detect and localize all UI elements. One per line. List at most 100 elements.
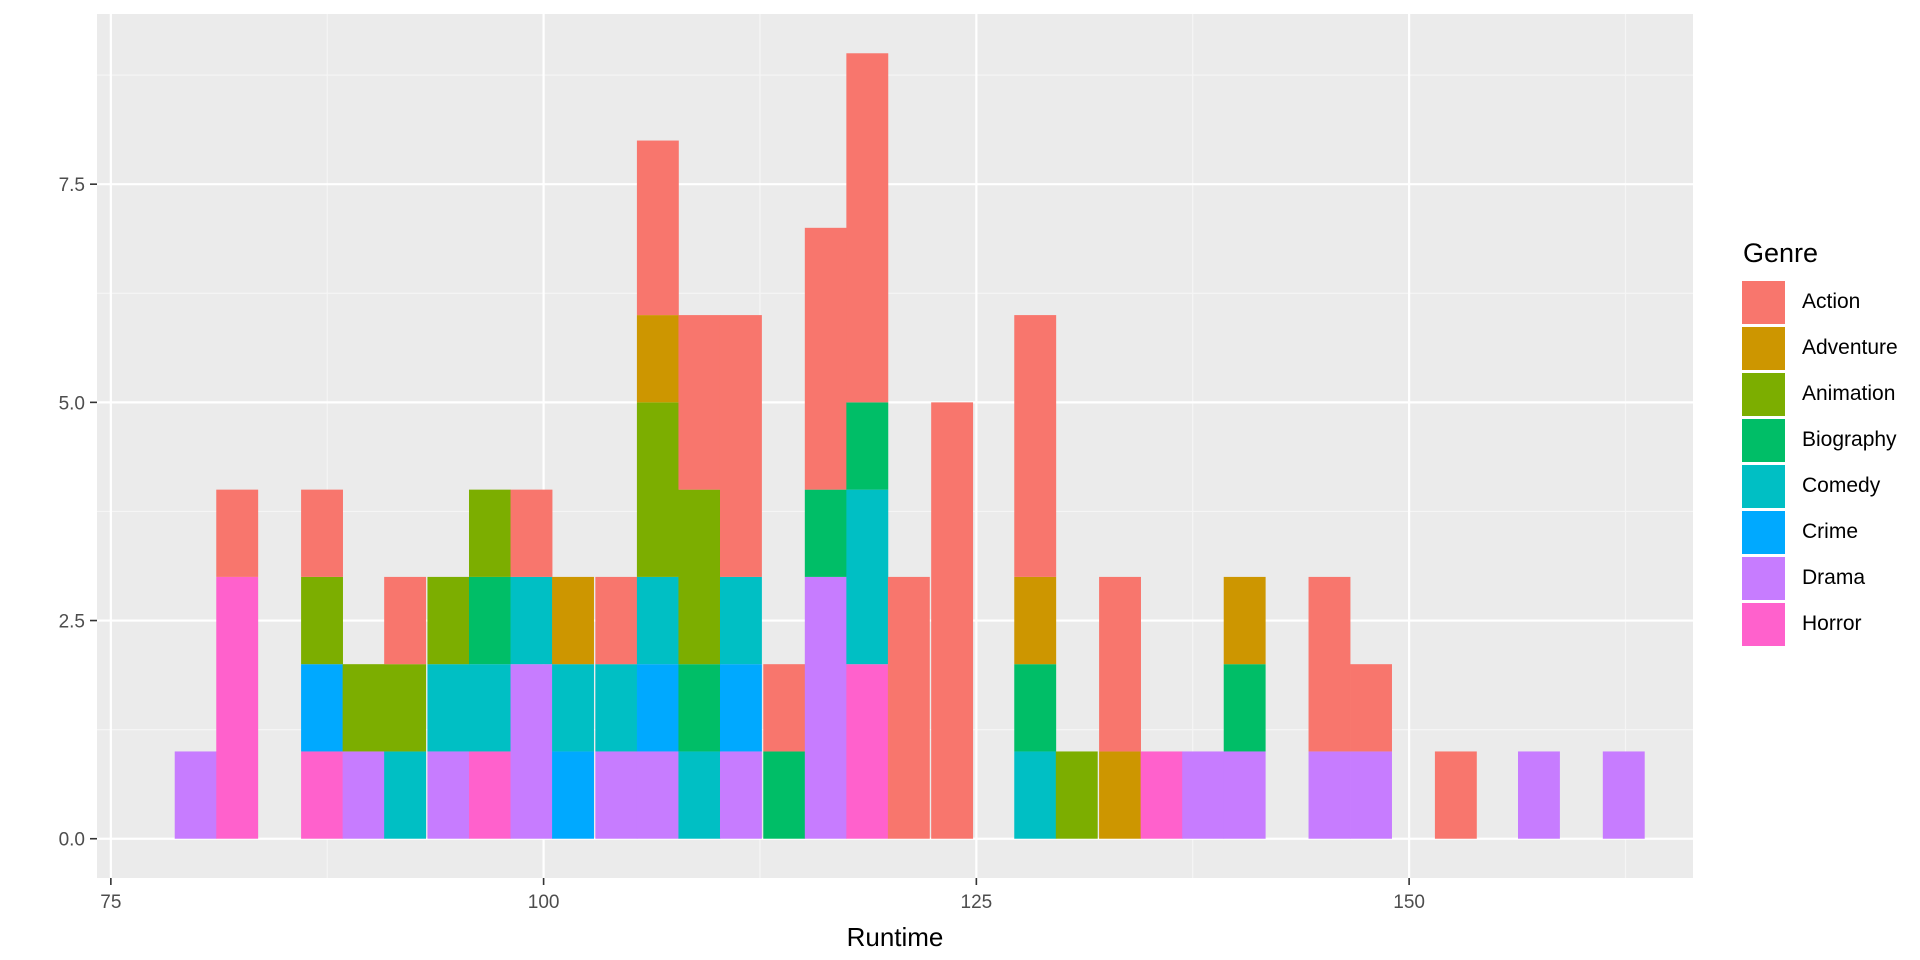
bar-segment-action: [719, 315, 762, 577]
bar-segment-adventure: [1223, 576, 1266, 665]
bar-segment-drama: [1182, 751, 1225, 839]
bar-segment-adventure: [552, 576, 594, 665]
bar-segment-drama: [427, 751, 470, 839]
legend-label: Horror: [1802, 612, 1862, 635]
bar-segment-biography: [846, 402, 889, 490]
bar-segment-animation: [678, 489, 721, 665]
bar-segment-drama: [174, 751, 217, 839]
bar-segment-comedy: [1014, 751, 1057, 839]
bar-segment-action: [510, 489, 553, 577]
bar-segment-comedy: [427, 664, 470, 752]
bar-segment-action: [887, 576, 930, 839]
y-axis-ticks: 0.0 2.5 5.0 7.5: [59, 175, 97, 851]
legend-label: Action: [1802, 290, 1861, 313]
bar-segment-drama: [1517, 751, 1560, 839]
bar-segment-drama: [595, 751, 638, 839]
bar-segment-biography: [1223, 664, 1266, 752]
bar-segment-horror: [1140, 751, 1183, 839]
y-tick-label: 5.0: [59, 393, 85, 414]
bar-segment-adventure: [636, 315, 679, 403]
y-tick-label: 0.0: [59, 830, 85, 851]
bar-segment-action: [846, 53, 889, 403]
bar-segment-drama: [1602, 751, 1645, 839]
bar-segment-action: [1308, 576, 1351, 752]
bar-segment-action: [636, 140, 679, 316]
legend-key: [1742, 510, 1785, 554]
bar-segment-action: [763, 664, 806, 752]
bar-segment-crime: [636, 664, 679, 752]
bar-segment-comedy: [636, 576, 679, 665]
legend-key: [1742, 556, 1785, 600]
legend-label: Animation: [1802, 382, 1896, 405]
bar-segment-comedy: [595, 664, 638, 752]
bar-segment-action: [1099, 576, 1141, 752]
legend-key: [1742, 280, 1785, 324]
bar-segment-action: [1434, 751, 1477, 839]
bar-segment-animation: [468, 489, 511, 577]
bar-segment-animation: [384, 664, 427, 752]
bar-segment-animation: [301, 576, 343, 665]
bar-segment-drama: [719, 751, 762, 839]
bar-segment-adventure: [1014, 576, 1057, 665]
legend-key: [1742, 326, 1785, 370]
bar-segment-horror: [216, 576, 259, 839]
bar-segment-drama: [342, 751, 385, 839]
x-axis-ticks: 75 100 125 150: [100, 878, 1425, 913]
bar-segment-animation: [1055, 751, 1098, 839]
bar-segment-action: [301, 489, 343, 577]
legend-title: Genre: [1743, 238, 1819, 268]
legend-label: Biography: [1802, 428, 1897, 451]
bar-segment-comedy: [552, 664, 594, 752]
y-tick-label: 7.5: [59, 175, 85, 196]
bar-segment-biography: [468, 576, 511, 665]
bar-segment-drama: [636, 751, 679, 839]
x-tick-label: 150: [1393, 892, 1425, 913]
legend-label: Adventure: [1802, 336, 1898, 359]
legend-item-crime: Crime: [1742, 509, 1898, 555]
bar-segment-horror: [468, 751, 511, 839]
bar-segment-horror: [846, 664, 889, 839]
bar-segment-drama: [1223, 751, 1266, 839]
legend-label: Drama: [1802, 566, 1866, 589]
bar-segment-action: [804, 227, 847, 490]
legend-item-biography: Biography: [1742, 417, 1898, 463]
x-tick-label: 125: [961, 892, 993, 913]
bar-segment-adventure: [1099, 751, 1141, 839]
bar-segment-comedy: [468, 664, 511, 752]
x-axis-title: Runtime: [847, 922, 944, 952]
bar-segment-animation: [427, 576, 470, 665]
legend-item-animation: Animation: [1742, 371, 1898, 417]
legend-key: [1742, 372, 1785, 416]
bar-segment-biography: [1014, 664, 1057, 752]
bar-segment-biography: [763, 751, 806, 839]
bar-segment-action: [1350, 664, 1392, 752]
legend: Genre Action Adventure Animation Biography C…: [1742, 238, 1898, 647]
x-tick-label: 100: [528, 892, 560, 913]
bar-segment-comedy: [678, 751, 721, 839]
bar-segment-biography: [804, 489, 847, 577]
bar-segment-drama: [1350, 751, 1392, 839]
legend-item-action: Action: [1742, 279, 1898, 325]
y-tick-label: 2.5: [59, 612, 85, 633]
x-tick-label: 75: [100, 892, 121, 913]
legend-label: Comedy: [1802, 474, 1881, 497]
bar-segment-action: [216, 489, 259, 577]
bar-segment-comedy: [384, 751, 427, 839]
bar-segment-action: [595, 576, 638, 665]
bar-segment-action: [678, 315, 721, 490]
bar-segment-drama: [1308, 751, 1351, 839]
bars: [174, 53, 1645, 839]
bar-segment-action: [931, 402, 974, 839]
bar-segment-animation: [342, 664, 385, 752]
bar-segment-crime: [719, 664, 762, 752]
legend-key: [1742, 418, 1785, 462]
legend-item-horror: Horror: [1742, 601, 1898, 647]
bar-segment-animation: [636, 402, 679, 577]
bar-segment-crime: [552, 751, 594, 839]
bar-segment-comedy: [846, 489, 889, 665]
legend-key: [1742, 602, 1785, 646]
bar-segment-drama: [510, 664, 553, 839]
legend-items: Action Adventure Animation Biography Comedy C…: [1742, 279, 1898, 647]
bar-segment-horror: [301, 751, 343, 839]
